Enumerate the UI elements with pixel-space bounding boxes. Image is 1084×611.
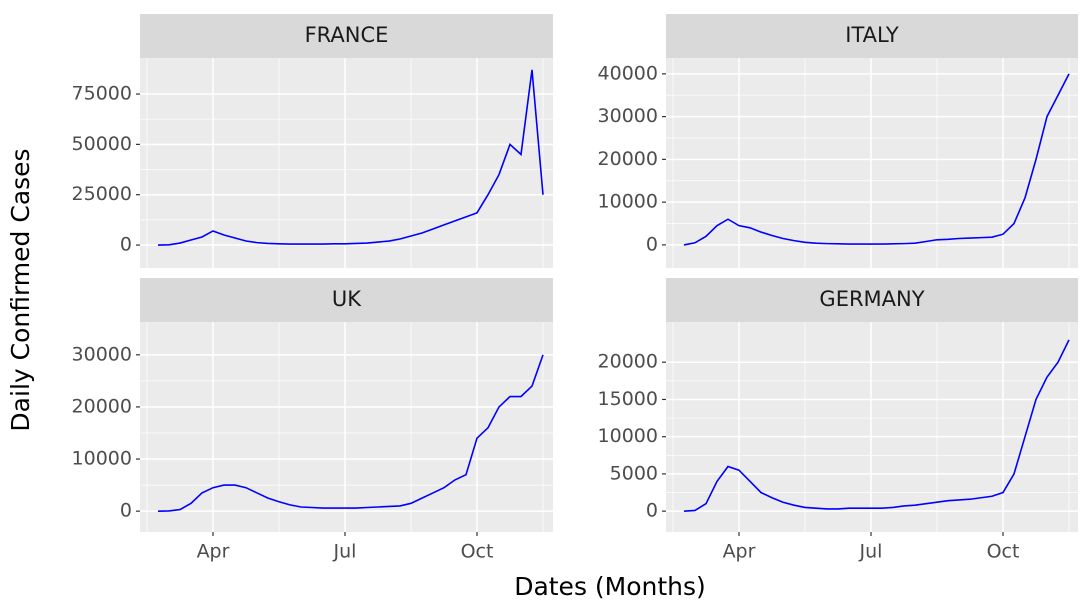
y-tick-label: 10000 bbox=[598, 425, 658, 447]
facet-title: UK bbox=[332, 287, 362, 311]
facet-strip bbox=[666, 278, 1078, 322]
y-tick-label: 10000 bbox=[72, 448, 132, 470]
data-line bbox=[157, 354, 544, 512]
plot-background bbox=[140, 322, 553, 532]
y-tick-label: 30000 bbox=[72, 343, 132, 365]
data-line bbox=[683, 73, 1070, 246]
y-tick-label: 75000 bbox=[72, 83, 132, 105]
plot-background bbox=[666, 58, 1078, 268]
y-tick-label: 0 bbox=[120, 500, 132, 522]
facet-strip bbox=[140, 278, 553, 322]
y-tick-label: 10000 bbox=[598, 191, 658, 213]
y-tick-label: 50000 bbox=[72, 133, 132, 155]
y-tick-label: 20000 bbox=[598, 148, 658, 170]
y-tick-label: 5000 bbox=[610, 462, 658, 484]
y-tick-label: 0 bbox=[646, 233, 658, 255]
y-tick-label: 0 bbox=[120, 234, 132, 256]
facet-strip bbox=[666, 14, 1078, 58]
facet-strip bbox=[140, 14, 553, 58]
x-tick-label: Apr bbox=[197, 541, 230, 563]
y-tick-label: 30000 bbox=[598, 105, 658, 127]
y-tick-label: 0 bbox=[646, 500, 658, 522]
x-tick-label: Oct bbox=[461, 541, 494, 563]
plot-background bbox=[666, 322, 1078, 532]
y-tick-label: 20000 bbox=[598, 351, 658, 373]
y-tick-label: 40000 bbox=[598, 62, 658, 84]
x-axis-title: Dates (Months) bbox=[514, 572, 706, 601]
y-tick-label: 25000 bbox=[72, 183, 132, 205]
x-tick-label: Jul bbox=[333, 541, 357, 563]
data-line bbox=[683, 339, 1070, 512]
facet-title: FRANCE bbox=[305, 23, 389, 47]
facet-title: ITALY bbox=[845, 23, 899, 47]
facet-title: GERMANY bbox=[819, 287, 924, 311]
y-tick-label: 15000 bbox=[598, 388, 658, 410]
x-tick-label: Oct bbox=[987, 541, 1020, 563]
x-tick-label: Apr bbox=[723, 541, 756, 563]
data-line bbox=[157, 69, 544, 246]
y-axis-title: Daily Confirmed Cases bbox=[6, 148, 35, 431]
y-tick-label: 20000 bbox=[72, 395, 132, 417]
x-tick-label: Jul bbox=[859, 541, 883, 563]
